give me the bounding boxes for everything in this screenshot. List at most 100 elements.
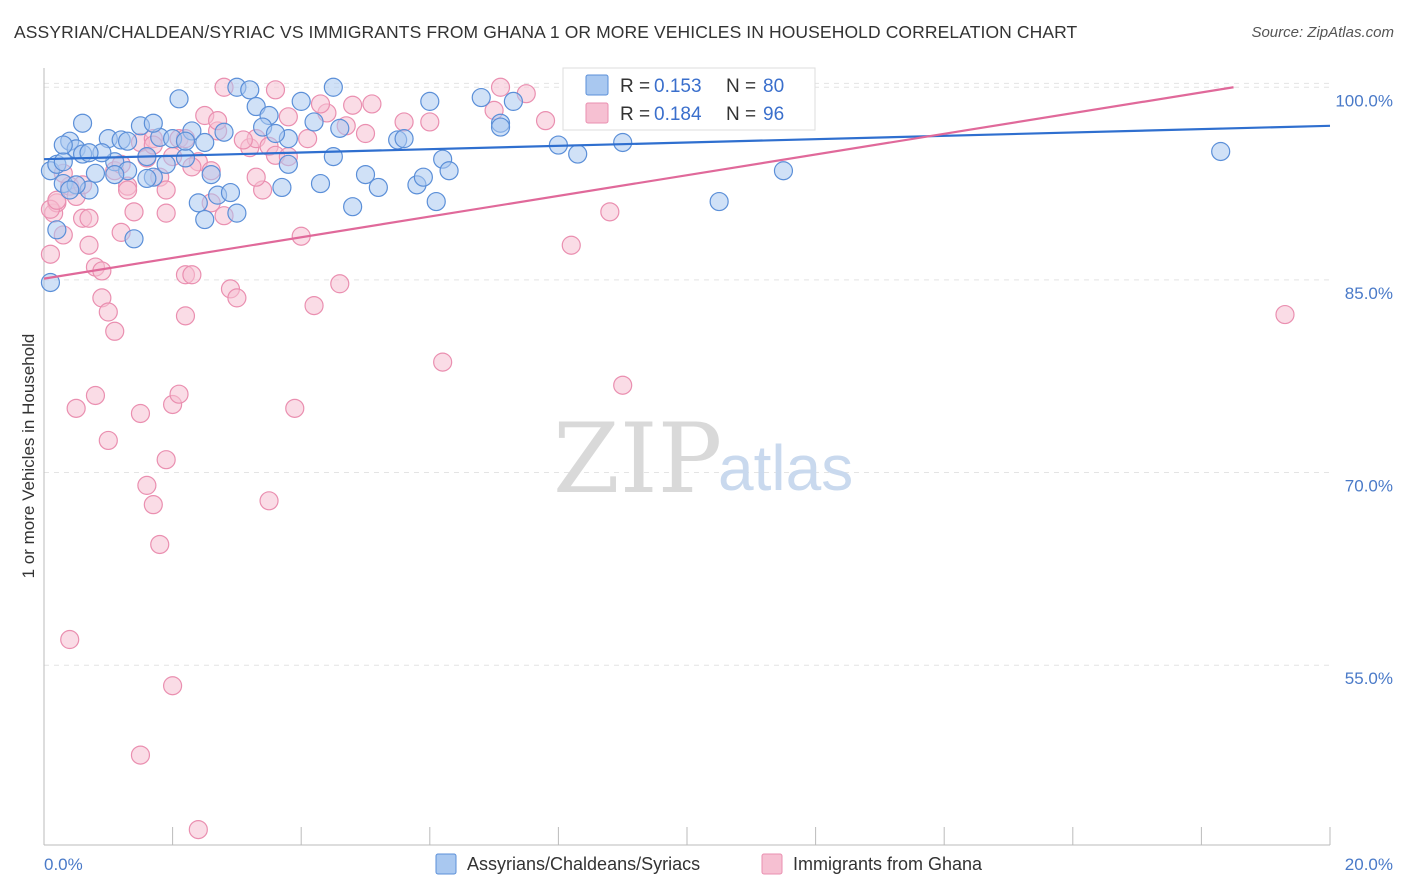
pink-data-point <box>98 430 118 451</box>
blue-data-point <box>227 203 247 223</box>
blue-data-point <box>368 177 388 198</box>
y-tick-label: 85.0% <box>1345 284 1393 303</box>
blue-data-point <box>137 168 157 189</box>
blue-data-point <box>503 91 523 111</box>
blue-data-point <box>214 122 234 142</box>
pink-data-point <box>182 265 202 285</box>
gridlines <box>44 82 1330 666</box>
legend-n-value-pink: 96 <box>763 104 784 125</box>
blue-data-point <box>291 91 311 111</box>
blue-data-point <box>343 197 363 217</box>
blue-data-point <box>709 191 729 212</box>
pink-data-point <box>66 398 86 418</box>
legend-swatch-pink <box>585 102 609 124</box>
pink-data-point <box>265 80 286 100</box>
blue-data-point <box>117 131 138 151</box>
watermark-zip: ZIP <box>553 403 722 515</box>
pink-data-point <box>304 295 324 316</box>
blue-data-point <box>323 77 343 97</box>
blue-data-point <box>53 152 73 172</box>
blue-data-point <box>272 177 292 198</box>
x-tick-label-min: 0.0% <box>44 855 83 874</box>
x-tick-label-max: 20.0% <box>1345 855 1393 874</box>
blue-data-point <box>188 193 208 213</box>
pink-data-point <box>362 94 382 114</box>
pink-data-point <box>278 107 298 127</box>
bottom-legend: Assyrians/Chaldeans/Syriacs Immigrants f… <box>435 853 983 875</box>
pink-data-point <box>259 491 279 511</box>
blue-data-point <box>568 144 588 164</box>
blue-data-point <box>613 132 633 153</box>
bottom-legend-label-pink: Immigrants from Ghana <box>793 854 983 874</box>
pink-data-point <box>143 495 163 515</box>
blue-data-point <box>47 220 67 240</box>
pink-data-point <box>163 676 183 696</box>
pink-data-point <box>130 403 151 424</box>
pink-data-point <box>355 123 376 144</box>
pink-data-point <box>137 475 157 495</box>
blue-data-point <box>1211 141 1231 162</box>
pink-data-point <box>156 180 176 200</box>
pink-data-point <box>117 180 138 200</box>
blue-data-point <box>773 161 794 181</box>
pink-data-point <box>343 95 363 115</box>
pink-data-point <box>40 244 61 264</box>
legend-r-label-blue: R = <box>620 76 650 97</box>
watermark: ZIP atlas <box>553 403 853 515</box>
pink-data-point <box>246 167 266 187</box>
pink-data-point <box>561 235 581 255</box>
y-tick-labels: 55.0% 70.0% 85.0% 100.0% <box>1335 91 1393 688</box>
pink-data-point <box>79 235 99 255</box>
blue-series-points <box>40 77 1231 293</box>
pink-data-point <box>613 375 633 395</box>
blue-data-point <box>53 135 73 155</box>
y-tick-label: 70.0% <box>1345 477 1393 496</box>
blue-data-point <box>304 112 324 132</box>
pink-data-point <box>79 208 99 228</box>
pink-data-point <box>310 94 331 114</box>
legend-n-label-pink: N = <box>726 104 756 125</box>
pink-data-point <box>227 288 247 308</box>
bottom-legend-label-blue: Assyrians/Chaldeans/Syriacs <box>467 854 700 874</box>
blue-data-point <box>175 148 196 168</box>
blue-data-point <box>175 131 196 151</box>
legend-r-label-pink: R = <box>620 104 650 125</box>
blue-data-point <box>426 191 446 212</box>
legend: R = 0.153 N = 80 R = 0.184 N = 96 <box>562 67 816 131</box>
blue-data-point <box>265 123 286 144</box>
chart-title: ASSYRIAN/CHALDEAN/SYRIAC VS IMMIGRANTS F… <box>14 22 1078 42</box>
pink-data-point <box>47 190 67 210</box>
pink-data-point <box>169 384 189 404</box>
pink-data-point <box>285 398 305 418</box>
blue-data-point <box>220 182 241 203</box>
blue-data-point <box>124 229 144 249</box>
blue-data-point <box>169 89 189 109</box>
trend-lines <box>43 86 1331 280</box>
pink-trend-line <box>43 86 1234 280</box>
watermark-atlas: atlas <box>718 432 853 504</box>
pink-data-point <box>60 629 80 650</box>
blue-data-point <box>394 129 414 149</box>
legend-n-value-blue: 80 <box>763 76 784 97</box>
bottom-legend-swatch-blue <box>435 853 457 875</box>
pink-data-point <box>1275 304 1295 325</box>
y-tick-label: 100.0% <box>1335 91 1393 110</box>
y-axis-title: 1 or more Vehicles in Household <box>19 334 38 579</box>
pink-data-point <box>150 534 170 555</box>
blue-data-point <box>310 173 331 194</box>
blue-data-point <box>323 147 343 167</box>
pink-data-point <box>124 202 144 222</box>
blue-data-point <box>490 117 511 137</box>
blue-data-point <box>201 164 221 185</box>
pink-data-point <box>233 130 253 150</box>
axes <box>43 68 1331 846</box>
pink-data-point <box>420 112 440 132</box>
pink-data-point <box>394 112 414 132</box>
pink-data-point <box>105 321 125 341</box>
blue-data-point <box>439 161 459 181</box>
blue-data-point <box>72 113 93 133</box>
source-label: Source: ZipAtlas.com <box>1251 24 1394 41</box>
pink-data-point <box>156 203 176 223</box>
blue-data-point <box>195 132 215 153</box>
